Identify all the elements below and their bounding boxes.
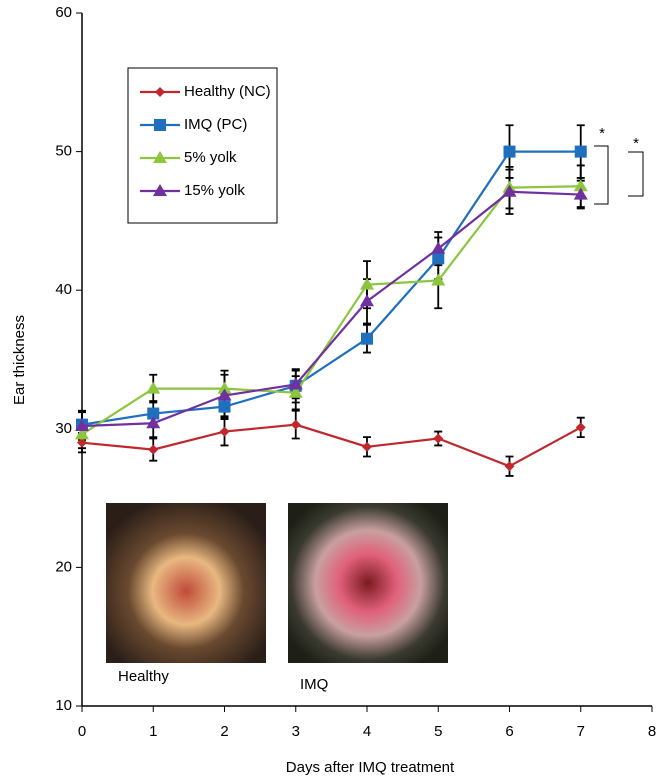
- significance-bracket: [594, 145, 609, 205]
- legend-box: [127, 67, 278, 224]
- data-point: [75, 427, 89, 440]
- x-tick-label: 3: [292, 723, 300, 740]
- data-point: [573, 187, 588, 200]
- data-point: [504, 461, 515, 472]
- legend-marker: [153, 184, 167, 196]
- x-tick-label: 8: [648, 723, 656, 740]
- data-point: [433, 433, 444, 444]
- data-point: [217, 381, 232, 394]
- legend-marker: [153, 151, 167, 163]
- series-line: [81, 190, 581, 428]
- data-point: [361, 332, 373, 345]
- photo-imq: [288, 503, 448, 663]
- legend-label: IMQ (PC): [184, 116, 247, 133]
- legend-label: Healthy (NC): [184, 83, 271, 100]
- y-axis-label: Ear thickness: [11, 315, 28, 405]
- significance-bracket: [628, 151, 644, 197]
- data-point: [574, 145, 587, 158]
- x-tick-label: 5: [434, 723, 442, 740]
- inset-label: IMQ: [300, 676, 328, 693]
- x-tick-label: 0: [78, 723, 86, 740]
- y-tick-label: 20: [55, 558, 72, 575]
- x-axis-label: Days after IMQ treatment: [286, 759, 455, 776]
- y-tick-label: 30: [55, 420, 72, 437]
- y-tick-label: 50: [55, 143, 72, 160]
- y-tick-label: 60: [55, 4, 72, 21]
- data-point: [290, 419, 301, 430]
- data-point: [431, 273, 446, 286]
- legend-marker: [154, 119, 166, 131]
- significance-star: *: [599, 125, 605, 142]
- data-point: [573, 179, 588, 192]
- data-point: [75, 419, 89, 432]
- series-line: [81, 423, 582, 468]
- photo-healthy: [106, 503, 266, 663]
- data-point: [575, 422, 586, 433]
- data-point: [146, 416, 161, 429]
- legend-marker: [155, 87, 165, 97]
- data-point: [362, 441, 372, 452]
- data-point: [288, 385, 303, 398]
- data-point: [147, 407, 160, 420]
- y-tick-label: 10: [55, 697, 72, 714]
- data-point: [148, 444, 159, 455]
- legend-label: 5% yolk: [184, 149, 237, 166]
- data-point: [503, 145, 516, 158]
- x-tick-label: 4: [363, 723, 371, 740]
- series-line: [81, 185, 581, 436]
- data-point: [502, 184, 517, 197]
- data-point: [432, 252, 445, 265]
- x-tick-label: 6: [505, 723, 513, 740]
- data-point: [146, 381, 161, 394]
- data-point: [217, 388, 232, 401]
- data-point: [218, 400, 231, 413]
- series-line: [81, 150, 581, 426]
- data-point: [431, 241, 446, 254]
- data-point: [288, 377, 303, 390]
- data-point: [77, 437, 87, 448]
- data-point: [360, 294, 374, 307]
- y-tick-label: 40: [55, 281, 72, 298]
- x-tick-label: 7: [577, 723, 585, 740]
- x-tick-label: 1: [149, 723, 157, 740]
- significance-star: *: [633, 135, 639, 152]
- data-point: [360, 277, 374, 290]
- data-point: [219, 426, 230, 437]
- x-tick-label: 2: [220, 723, 228, 740]
- legend-label: 15% yolk: [184, 182, 245, 199]
- inset-label: Healthy: [118, 668, 169, 685]
